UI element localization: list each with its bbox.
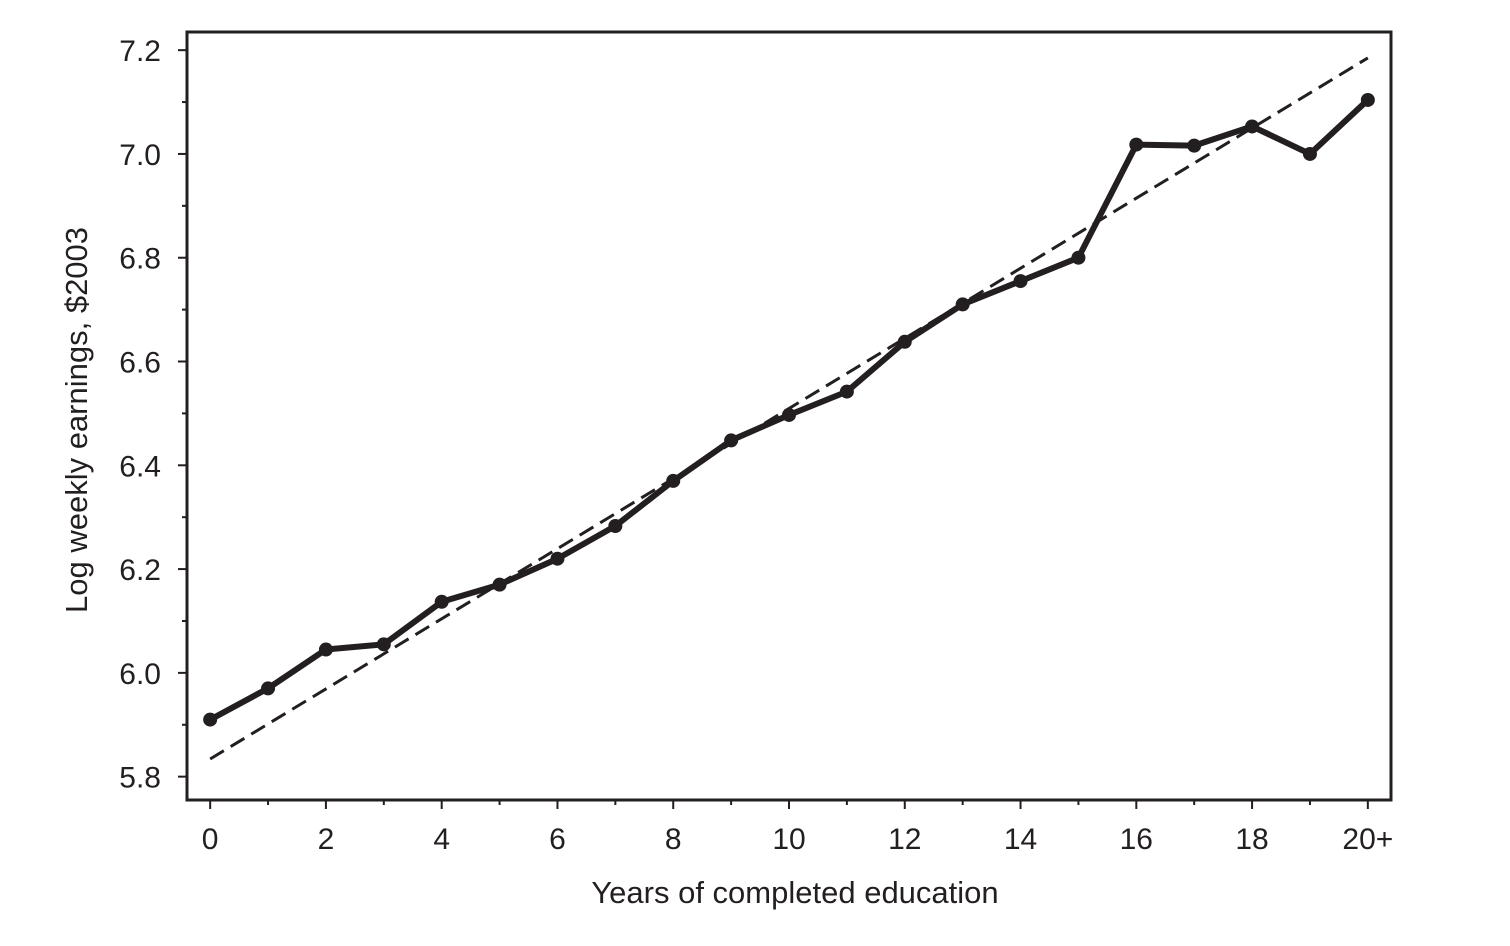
data-point xyxy=(1129,137,1144,152)
series-layer xyxy=(203,56,1375,761)
data-point xyxy=(492,577,507,592)
data-point xyxy=(1071,250,1086,265)
x-tick-label: 16 xyxy=(1120,823,1153,856)
x-axis-title: Years of completed education xyxy=(591,875,998,910)
data-point xyxy=(1013,274,1028,289)
data-point xyxy=(1245,119,1260,134)
x-tick-label: 20+ xyxy=(1342,823,1393,856)
y-tick-label: 6.2 xyxy=(119,554,161,587)
y-tick-label: 6.8 xyxy=(119,243,161,276)
data-point xyxy=(318,642,333,657)
data-point xyxy=(897,334,912,349)
data-point xyxy=(261,681,276,696)
x-axis: 0 2 4 6 8 10 12 14 16 18 20+ xyxy=(202,800,1393,856)
x-tick-label: 0 xyxy=(202,823,219,856)
x-tick-label: 2 xyxy=(318,823,335,856)
data-point xyxy=(955,297,970,312)
data-point xyxy=(203,712,218,727)
x-tick-label: 18 xyxy=(1235,823,1268,856)
y-tick-label: 6.6 xyxy=(119,347,161,380)
data-point xyxy=(434,594,449,609)
data-point xyxy=(376,637,391,652)
x-tick-label: 14 xyxy=(1004,823,1037,856)
data-point xyxy=(1302,146,1317,161)
x-tick-label: 10 xyxy=(772,823,805,856)
y-tick-label: 6.4 xyxy=(119,450,161,483)
x-tick-label: 12 xyxy=(888,823,921,856)
x-tick-label: 8 xyxy=(665,823,682,856)
data-point xyxy=(1187,138,1202,153)
y-axis: 5.8 6.0 6.2 6.4 6.6 6.8 7.0 7.2 xyxy=(119,35,187,795)
data-point xyxy=(1360,92,1375,107)
data-point xyxy=(839,384,854,399)
x-tick-label: 4 xyxy=(433,823,450,856)
data-point xyxy=(666,473,681,488)
x-tick-label: 6 xyxy=(549,823,566,856)
data-point xyxy=(550,551,565,566)
y-tick-label: 6.0 xyxy=(119,658,161,691)
y-tick-label: 5.8 xyxy=(119,762,161,795)
y-tick-label: 7.0 xyxy=(119,139,161,172)
y-axis-title: Log weekly earnings, $2003 xyxy=(59,227,94,613)
y-tick-label: 7.2 xyxy=(119,35,161,68)
data-point xyxy=(608,519,623,534)
data-point xyxy=(782,407,796,422)
data-point xyxy=(724,433,739,448)
